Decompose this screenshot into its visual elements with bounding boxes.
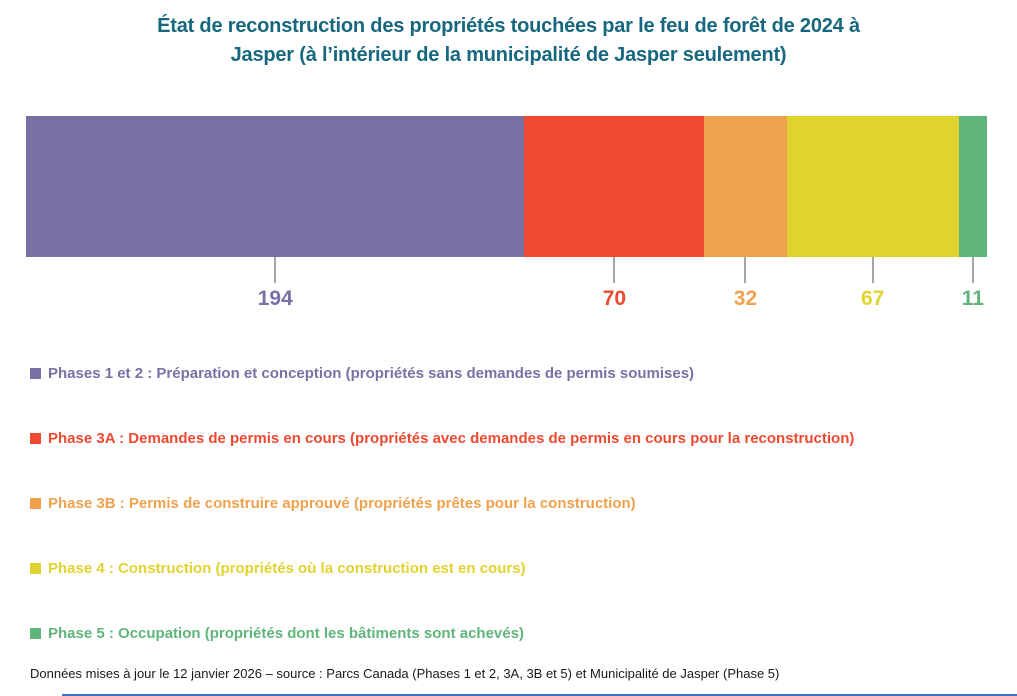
value-label: 67 (860, 287, 885, 310)
tick-mark (971, 257, 974, 283)
legend-swatch-icon (30, 498, 41, 509)
tick-mark (871, 257, 874, 283)
bottom-accent-line (62, 694, 1017, 696)
legend-label: Phase 5 : Occupation (propriétés dont le… (48, 625, 524, 642)
bar-segment-5 (958, 116, 987, 257)
value-label: 11 (961, 287, 984, 310)
legend-label: Phase 4 : Construction (propriétés où la… (48, 560, 526, 577)
legend-swatch-icon (30, 433, 41, 444)
value-label: 70 (602, 287, 627, 310)
bar-segment-1 (26, 116, 525, 257)
tick-mark (744, 257, 747, 283)
legend-item-3: Phase 3B : Permis de construire approuvé… (30, 494, 1013, 559)
value-label-cell-4: 67 (787, 257, 959, 310)
legend-item-2: Phase 3A : Demandes de permis en cours (… (30, 429, 1013, 494)
legend-item-5: Phase 5 : Occupation (propriétés dont le… (30, 624, 1013, 689)
value-labels-row: 194 70 32 67 11 (26, 257, 987, 310)
legend-swatch-icon (30, 368, 41, 379)
bar-segment-3 (704, 116, 787, 257)
legend-item-1: Phases 1 et 2 : Préparation et conceptio… (30, 364, 1013, 429)
legend-swatch-icon (30, 563, 41, 574)
stacked-bar (26, 116, 987, 257)
chart-title: État de reconstruction des propriétés to… (0, 12, 1017, 70)
bar-segment-2 (524, 116, 705, 257)
bar-segment-4 (786, 116, 959, 257)
value-label-cell-3: 32 (704, 257, 786, 310)
legend-item-4: Phase 4 : Construction (propriétés où la… (30, 559, 1013, 624)
footnote: Données mises à jour le 12 janvier 2026 … (30, 666, 780, 681)
chart-title-line-2: Jasper (à l’intérieur de la municipalité… (230, 44, 787, 66)
legend: Phases 1 et 2 : Préparation et conceptio… (30, 364, 1013, 689)
legend-label: Phase 3B : Permis de construire approuvé… (48, 495, 636, 512)
chart-title-line-1: État de reconstruction des propriétés to… (157, 15, 860, 37)
tick-mark (274, 257, 277, 283)
legend-swatch-icon (30, 628, 41, 639)
tick-mark (613, 257, 616, 283)
value-label-cell-5: 11 (959, 257, 987, 310)
legend-label: Phase 3A : Demandes de permis en cours (… (48, 430, 855, 447)
value-label: 32 (733, 287, 758, 310)
value-label-cell-1: 194 (26, 257, 524, 310)
legend-label: Phases 1 et 2 : Préparation et conceptio… (48, 365, 695, 382)
value-label-cell-2: 70 (524, 257, 704, 310)
value-label: 194 (257, 287, 293, 310)
